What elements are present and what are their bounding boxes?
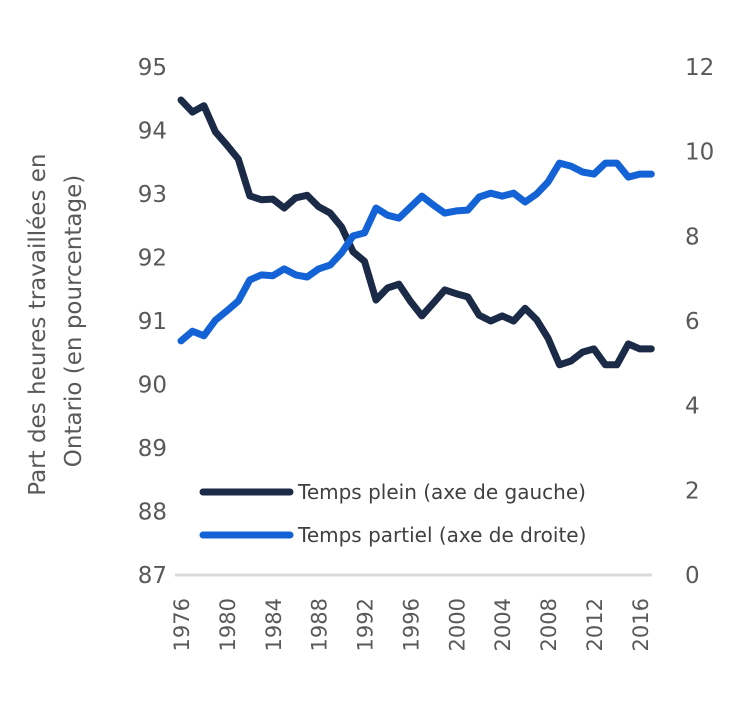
legend-label: Temps plein (axe de gauche) bbox=[297, 480, 586, 504]
x-tick-label: 2004 bbox=[491, 598, 515, 651]
y-axis-title-line-1: Part des heures travaillées en bbox=[25, 154, 51, 496]
right-y-tick-label: 6 bbox=[685, 309, 700, 335]
right-y-axis: 0 2 4 6 8 10 12 bbox=[685, 55, 714, 589]
legend-label: Temps partiel (axe de droite) bbox=[297, 523, 586, 547]
right-y-tick-label: 4 bbox=[685, 394, 700, 420]
left-y-tick-label: 94 bbox=[138, 119, 167, 145]
series-line-temps-plein bbox=[177, 96, 655, 369]
left-y-tick-label: 89 bbox=[138, 436, 167, 462]
x-tick-label: 1980 bbox=[216, 598, 240, 651]
y-axis-title-line-2: Ontario (en pourcentage) bbox=[61, 175, 87, 467]
left-y-tick-label: 95 bbox=[138, 55, 167, 81]
left-y-tick-label: 88 bbox=[138, 500, 167, 526]
x-tick-label: 1984 bbox=[262, 598, 286, 651]
series-line-temps-partiel bbox=[177, 159, 655, 345]
x-tick-label: 2012 bbox=[583, 598, 607, 651]
x-axis: 1976 1980 1984 1988 1992 1996 2000 2004 2008 2012… bbox=[170, 598, 653, 651]
right-y-tick-label: 12 bbox=[685, 55, 714, 81]
left-y-tick-label: 93 bbox=[138, 182, 167, 208]
x-tick-label: 1992 bbox=[354, 598, 378, 651]
right-y-tick-label: 8 bbox=[685, 224, 700, 250]
left-y-tick-label: 91 bbox=[138, 309, 167, 335]
left-y-tick-label: 92 bbox=[138, 246, 167, 272]
y-axis-title: Part des heures travaillées en Ontario (… bbox=[25, 146, 87, 496]
right-y-tick-label: 2 bbox=[685, 478, 700, 504]
legend-item: Temps partiel (axe de droite) bbox=[199, 523, 586, 547]
right-y-tick-label: 0 bbox=[685, 563, 700, 589]
legend: Temps plein (axe de gauche) Temps partiel… bbox=[199, 480, 586, 547]
x-tick-label: 1988 bbox=[308, 598, 332, 651]
left-y-tick-label: 90 bbox=[138, 373, 167, 399]
x-tick-label: 2016 bbox=[629, 598, 653, 651]
x-tick-label: 2000 bbox=[445, 598, 469, 651]
x-tick-label: 1996 bbox=[399, 598, 423, 651]
right-y-tick-label: 10 bbox=[685, 140, 714, 166]
legend-item: Temps plein (axe de gauche) bbox=[199, 480, 586, 504]
left-y-axis: 87 88 89 90 91 92 93 94 95 bbox=[138, 55, 167, 589]
x-tick-label: 2008 bbox=[537, 598, 561, 651]
left-y-tick-label: 87 bbox=[138, 563, 167, 589]
series-lines bbox=[177, 96, 655, 369]
x-tick-label: 1976 bbox=[170, 598, 194, 651]
